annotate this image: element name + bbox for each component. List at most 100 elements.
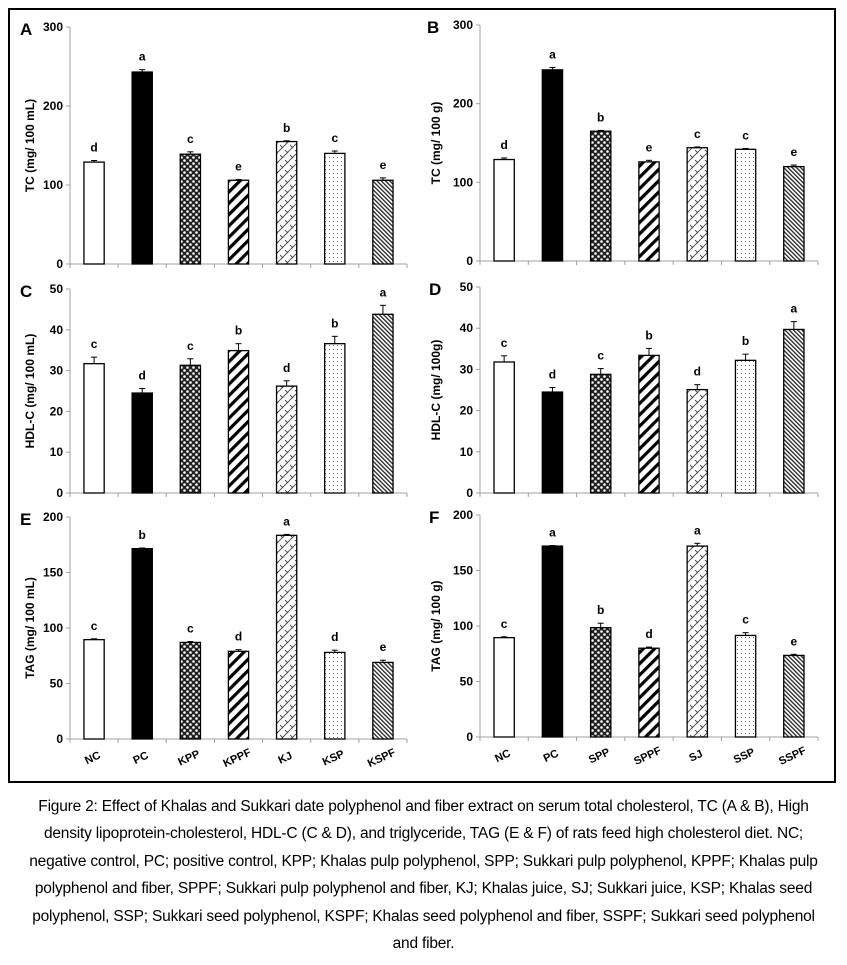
y-tick-label: 20 xyxy=(50,404,64,418)
x-tick-label: KSPF xyxy=(366,747,398,770)
y-axis-label: TC (mg/ 100 mL) xyxy=(23,99,37,192)
bar-pc xyxy=(131,392,153,494)
bar-kppf xyxy=(227,650,250,740)
bar-kppf xyxy=(227,179,250,265)
significance-letter: b xyxy=(235,324,242,338)
figure-frame xyxy=(8,8,836,783)
bar-ksp xyxy=(324,343,346,494)
bar-sppf xyxy=(638,161,660,262)
y-tick-label: 50 xyxy=(50,282,64,296)
panel-label: B xyxy=(427,18,439,37)
y-tick-label: 0 xyxy=(466,486,473,500)
bar-sppf xyxy=(638,647,660,738)
x-tick-label: NC xyxy=(493,747,513,765)
bar-spp xyxy=(589,130,612,262)
bar-sj xyxy=(686,545,709,738)
significance-letter: a xyxy=(549,47,556,61)
significance-letter: c xyxy=(597,349,604,363)
panel-label: E xyxy=(20,510,31,529)
y-axis-label: TC (mg/ 100 g) xyxy=(429,102,443,185)
bar-pc xyxy=(131,547,153,740)
significance-letter: e xyxy=(791,634,798,648)
panel-label: D xyxy=(429,280,441,299)
x-tick-label: NC xyxy=(83,749,103,767)
bar-ssp xyxy=(734,148,757,262)
bar-spp xyxy=(589,627,612,738)
y-tick-label: 0 xyxy=(56,486,63,500)
bar-kpp xyxy=(179,153,202,265)
x-tick-label: KPPF xyxy=(221,747,253,770)
y-tick-label: 10 xyxy=(50,445,64,459)
significance-letter: e xyxy=(791,145,798,159)
significance-letter: d xyxy=(283,361,290,375)
bar-ssp xyxy=(734,634,757,738)
y-tick-label: 200 xyxy=(453,97,473,111)
x-tick-label: SJ xyxy=(687,748,704,765)
chart-panel-f: F 0 50 100 150 200 TAG (mg/ 100 g) c NC a PC b SPP d S… xyxy=(429,508,819,768)
significance-letter: b xyxy=(139,528,146,542)
bar-sj xyxy=(686,388,709,494)
x-tick-label: PC xyxy=(131,750,150,767)
bar-nc xyxy=(493,361,515,494)
y-tick-label: 100 xyxy=(43,178,63,192)
significance-letter: e xyxy=(235,159,242,173)
significance-letter: c xyxy=(187,339,194,353)
chart-panel-d: D 0 10 20 30 40 50 HDL-C (mg/ 100g) c d c b d b a xyxy=(429,280,819,500)
x-tick-label: SPPF xyxy=(632,745,663,768)
x-tick-label: KJ xyxy=(276,750,294,767)
bar-sppf xyxy=(638,354,660,494)
y-tick-label: 200 xyxy=(43,510,63,524)
significance-letter: a xyxy=(791,302,798,316)
bar-kspf xyxy=(372,313,394,494)
significance-letter: d xyxy=(331,630,338,644)
bar-kspf xyxy=(372,661,394,740)
chart-panel-c: C 0 10 20 30 40 50 HDL-C (mg/ 100 mL) c d c b d b a xyxy=(20,282,408,500)
bar-sj xyxy=(686,147,709,262)
significance-letter: b xyxy=(597,603,604,617)
x-tick-label: PC xyxy=(542,748,561,765)
significance-letter: e xyxy=(380,640,387,654)
y-tick-label: 40 xyxy=(460,321,474,335)
bar-sspf xyxy=(783,165,805,262)
significance-letter: b xyxy=(283,121,290,135)
y-tick-label: 30 xyxy=(460,362,474,376)
y-tick-label: 0 xyxy=(466,730,473,744)
significance-letter: d xyxy=(645,627,652,641)
significance-letter: c xyxy=(742,129,749,143)
bar-pc xyxy=(541,545,564,738)
significance-letter: c xyxy=(187,132,194,146)
bar-pc xyxy=(541,69,564,262)
significance-letter: d xyxy=(500,138,507,152)
significance-letter: a xyxy=(283,514,290,528)
y-axis-label: TAG (mg/ 100 g) xyxy=(429,580,443,671)
significance-letter: a xyxy=(694,523,701,537)
bar-kspf xyxy=(372,179,394,265)
y-tick-label: 200 xyxy=(453,508,473,522)
bar-kpp xyxy=(179,364,202,494)
y-tick-label: 100 xyxy=(43,621,63,635)
x-tick-label: SPP xyxy=(587,746,612,766)
significance-letter: c xyxy=(742,613,749,627)
significance-letter: d xyxy=(694,365,701,379)
y-axis-label: HDL-C (mg/ 100 mL) xyxy=(23,334,37,449)
y-axis-label: TAG (mg/ 100 mL) xyxy=(23,577,37,679)
bar-nc xyxy=(83,161,105,265)
y-tick-label: 20 xyxy=(460,404,474,418)
x-tick-label: SSPF xyxy=(777,745,808,768)
y-tick-label: 30 xyxy=(50,364,64,378)
y-tick-label: 0 xyxy=(466,254,473,268)
panel-label: F xyxy=(429,508,439,527)
bar-ksp xyxy=(324,651,346,740)
panel-label: A xyxy=(20,20,32,39)
bar-nc xyxy=(493,158,515,262)
y-tick-label: 300 xyxy=(453,18,473,32)
y-tick-label: 50 xyxy=(460,675,474,689)
significance-letter: c xyxy=(91,337,98,351)
bar-spp xyxy=(589,373,612,494)
bar-kj xyxy=(275,140,298,265)
y-tick-label: 0 xyxy=(56,257,63,271)
significance-letter: c xyxy=(501,336,508,350)
bar-nc xyxy=(83,639,105,740)
significance-letter: c xyxy=(91,619,98,633)
